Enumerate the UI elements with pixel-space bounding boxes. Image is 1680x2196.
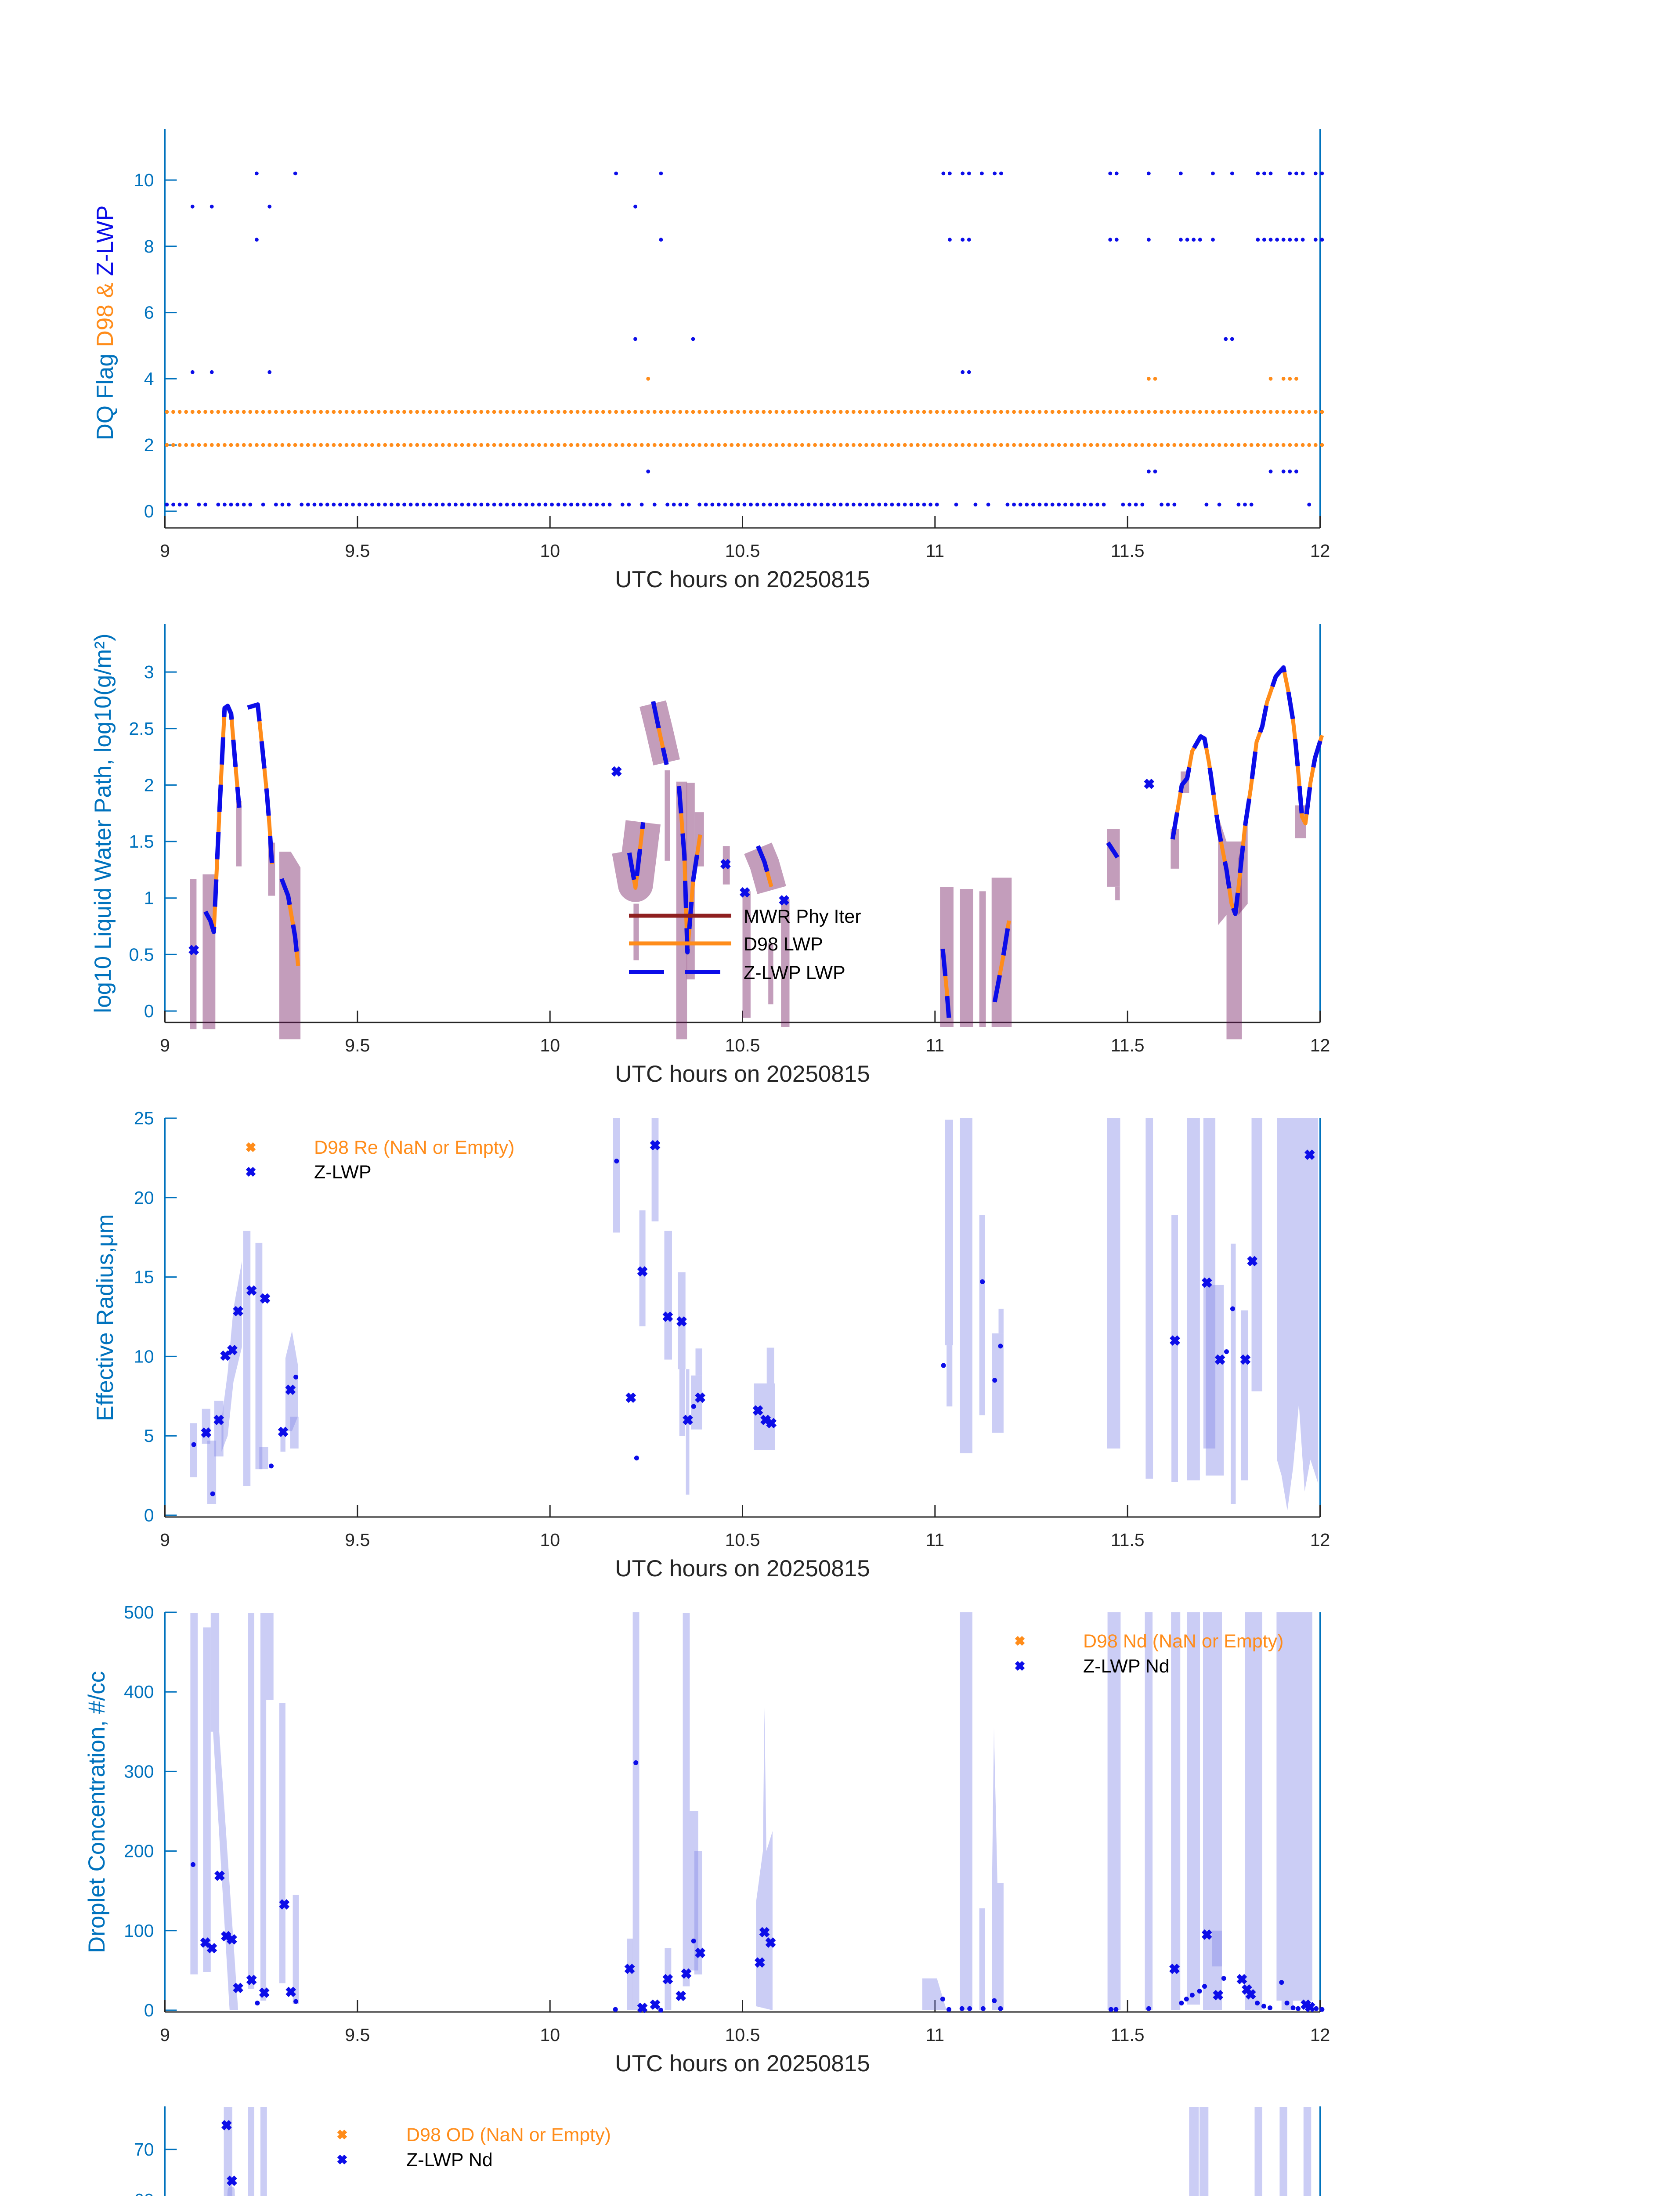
svg-text:Z-LWP: Z-LWP [314, 1162, 372, 1183]
svg-text:70: 70 [134, 2139, 154, 2160]
svg-text:9.5: 9.5 [345, 1530, 370, 1550]
svg-text:2: 2 [144, 775, 154, 795]
svg-text:DQ Flag D98 & Z-LWP: DQ Flag D98 & Z-LWP [92, 205, 118, 440]
svg-text:20: 20 [134, 1188, 154, 1208]
svg-text:400: 400 [124, 1682, 154, 1702]
svg-text:0: 0 [144, 501, 154, 521]
svg-text:Effective Radius,μm: Effective Radius,μm [92, 1214, 118, 1421]
svg-text:6: 6 [144, 303, 154, 323]
svg-text:100: 100 [124, 1921, 154, 1941]
svg-text:500: 500 [124, 1602, 154, 1622]
svg-text:4: 4 [144, 368, 154, 389]
svg-text:D98 Nd (NaN or Empty): D98 Nd (NaN or Empty) [1083, 1631, 1283, 1652]
svg-text:15: 15 [134, 1267, 154, 1287]
svg-text:MWR Phy Iter: MWR Phy Iter [744, 906, 861, 927]
svg-text:9.5: 9.5 [345, 2025, 370, 2045]
svg-text:2.5: 2.5 [129, 719, 154, 739]
svg-text:Droplet Concentration, #/cc: Droplet Concentration, #/cc [84, 1671, 110, 1953]
svg-text:9.5: 9.5 [345, 541, 370, 561]
svg-text:9.5: 9.5 [345, 1035, 370, 1055]
svg-text:11.5: 11.5 [1111, 2025, 1145, 2045]
svg-text:5: 5 [144, 1426, 154, 1446]
svg-text:10: 10 [540, 1035, 560, 1055]
svg-text:UTC hours on 20250815: UTC hours on 20250815 [615, 567, 870, 592]
svg-text:11: 11 [926, 1530, 945, 1550]
svg-text:12: 12 [1310, 1530, 1330, 1550]
svg-text:10.5: 10.5 [725, 1530, 760, 1550]
svg-text:0: 0 [144, 1001, 154, 1021]
svg-text:9: 9 [160, 1530, 170, 1550]
svg-text:Z-LWP LWP: Z-LWP LWP [744, 962, 845, 983]
svg-text:0: 0 [144, 2000, 154, 2020]
svg-text:10: 10 [540, 541, 560, 561]
svg-text:10: 10 [540, 1530, 560, 1550]
svg-text:9: 9 [160, 1035, 170, 1055]
svg-text:11: 11 [926, 1035, 945, 1055]
svg-text:D98 Re (NaN or Empty): D98 Re (NaN or Empty) [314, 1137, 514, 1158]
svg-text:8: 8 [144, 236, 154, 256]
svg-text:UTC hours on 20250815: UTC hours on 20250815 [615, 2051, 870, 2077]
svg-text:12: 12 [1310, 2025, 1330, 2045]
svg-text:12: 12 [1310, 541, 1330, 561]
svg-text:11: 11 [926, 2025, 945, 2045]
svg-text:D98 OD (NaN or Empty): D98 OD (NaN or Empty) [406, 2124, 611, 2145]
svg-text:2: 2 [144, 435, 154, 455]
svg-text:Z-LWP Nd: Z-LWP Nd [1083, 1656, 1170, 1677]
svg-text:11: 11 [926, 541, 945, 561]
svg-text:10: 10 [134, 1346, 154, 1366]
svg-text:200: 200 [124, 1841, 154, 1861]
svg-text:10.5: 10.5 [725, 541, 760, 561]
svg-text:25: 25 [134, 1108, 154, 1128]
svg-text:11.5: 11.5 [1111, 1530, 1145, 1550]
svg-text:log10 Liquid Water Path, log10: log10 Liquid Water Path, log10(g/m²) [90, 633, 116, 1013]
svg-text:UTC hours on 20250815: UTC hours on 20250815 [615, 1556, 870, 1582]
svg-text:9: 9 [160, 2025, 170, 2045]
svg-text:UTC hours on 20250815: UTC hours on 20250815 [615, 1061, 870, 1087]
svg-text:1.5: 1.5 [129, 831, 154, 852]
svg-text:0: 0 [144, 1505, 154, 1525]
svg-text:3: 3 [144, 662, 154, 682]
svg-text:9: 9 [160, 541, 170, 561]
svg-text:Z-LWP Nd: Z-LWP Nd [406, 2149, 493, 2171]
svg-text:11.5: 11.5 [1111, 1035, 1145, 1055]
svg-text:10.5: 10.5 [725, 2025, 760, 2045]
svg-text:11.5: 11.5 [1111, 541, 1145, 561]
svg-text:D98 LWP: D98 LWP [744, 934, 823, 955]
svg-text:10: 10 [540, 2025, 560, 2045]
svg-text:12: 12 [1310, 1035, 1330, 1055]
svg-text:0.5: 0.5 [129, 944, 154, 964]
svg-text:10.5: 10.5 [725, 1035, 760, 1055]
svg-text:1: 1 [144, 888, 154, 908]
svg-text:10: 10 [134, 170, 154, 190]
svg-text:300: 300 [124, 1761, 154, 1781]
svg-text:60: 60 [134, 2190, 154, 2196]
